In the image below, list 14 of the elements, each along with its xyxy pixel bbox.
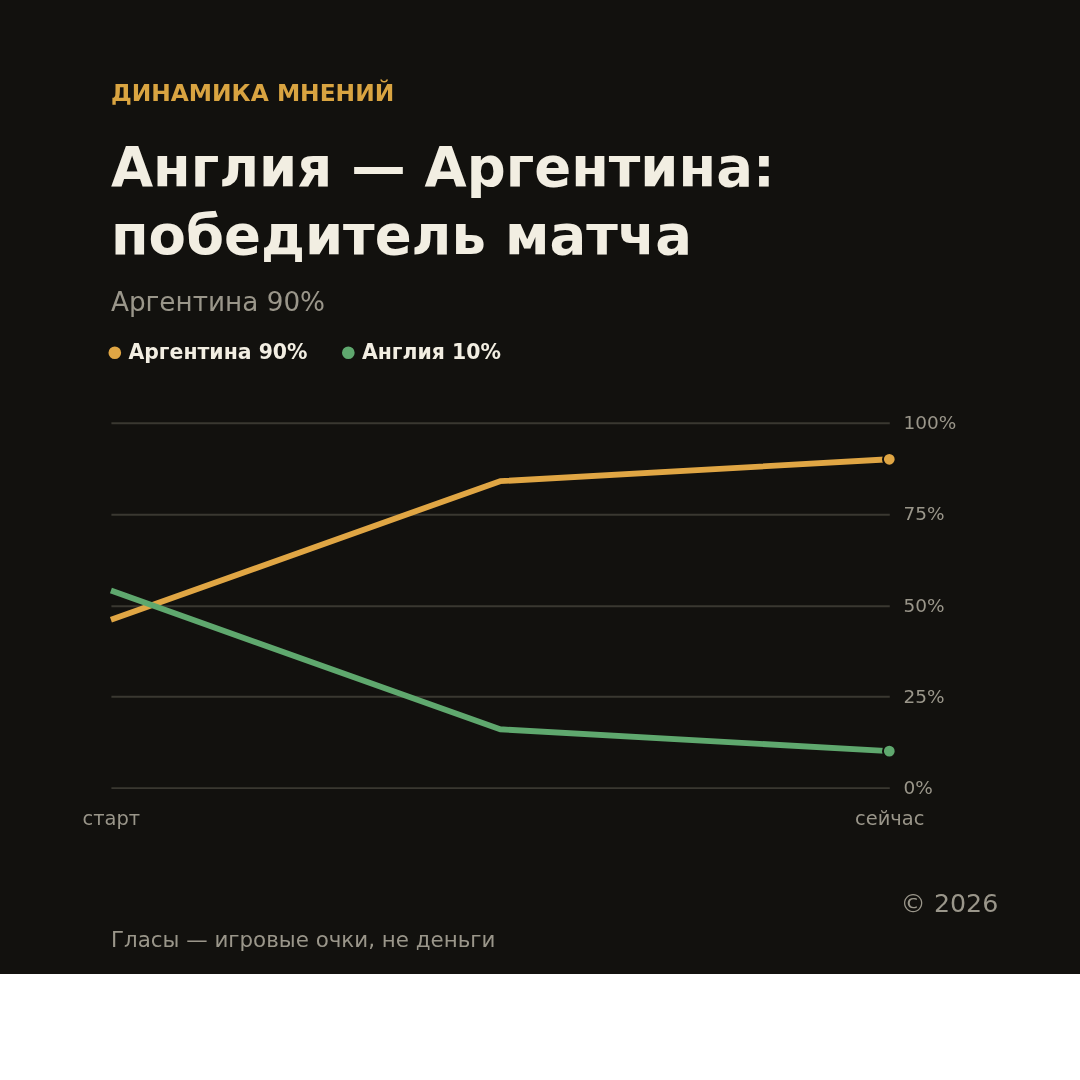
y-tick-label: 100% (903, 412, 957, 434)
y-tick-label: 50% (903, 594, 945, 616)
y-tick-label: 0% (903, 776, 933, 798)
legend-label: Англия 10% (361, 339, 501, 364)
x-tick-label: сейчас (855, 807, 925, 831)
y-tick-label: 25% (903, 685, 945, 707)
chart-subtitle: Аргентина 90% (110, 286, 326, 317)
text: © 2026 (900, 889, 999, 919)
text: ДИНАМИКА МНЕНИЙ (110, 78, 395, 107)
legend-label: Аргентина 90% (128, 339, 308, 364)
x-tick-label: старт (82, 807, 141, 831)
chart-title: Англия — Аргентина: победитель матча (110, 135, 775, 268)
text: Гласы — игровые очки, не деньги (110, 927, 496, 953)
y-tick-label: 75% (903, 503, 945, 525)
